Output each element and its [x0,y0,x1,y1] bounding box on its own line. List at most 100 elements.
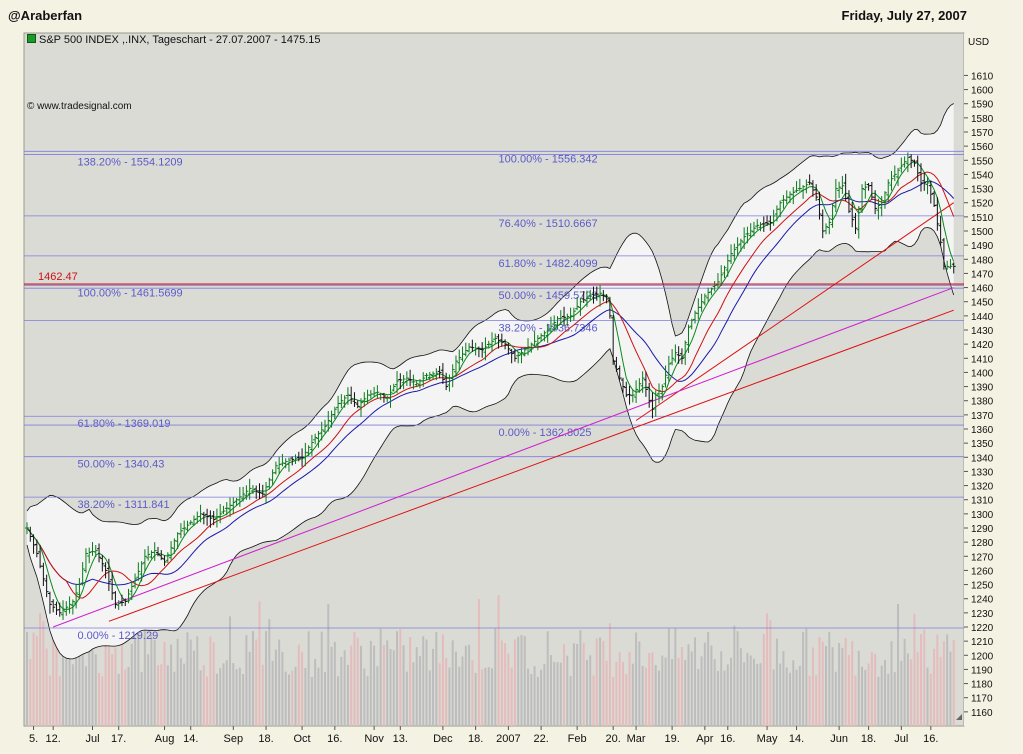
volume-bar [389,648,392,726]
x-tick-label: May [757,733,778,745]
price-bar [192,515,197,526]
trend-line [108,309,954,622]
price-bar [506,342,511,355]
price-bar [342,395,347,408]
price-bar [273,461,278,475]
volume-bar [723,670,726,726]
price-bar [902,156,907,168]
price-bar [941,237,946,270]
price-bar [126,588,131,604]
x-tick-label: 5. [29,733,38,745]
volume-bar [229,616,232,726]
price-bar [119,594,124,607]
price-bar [905,152,910,173]
volume-bar [52,631,55,726]
price-bar [483,337,488,361]
price-bar [404,371,409,387]
price-bar [650,392,655,419]
author-label: @Araberfan [8,8,83,23]
volume-bar [612,676,615,726]
price-bar [512,349,517,362]
fib-label: 50.00% - 1340.43 [77,459,164,471]
volume-bar [78,630,81,726]
price-bar [938,216,943,246]
volume-bar [435,632,438,726]
volume-bar [39,612,42,726]
y-tick-label: 1160 [971,708,993,719]
price-bar [152,542,157,561]
price-bar [833,179,838,213]
y-tick-label: 1230 [971,609,994,620]
volume-bar [356,637,359,726]
volume-bar [58,676,61,726]
y-tick-label: 1320 [971,482,994,493]
volume-bar [720,651,723,726]
price-bar [548,316,553,333]
volume-bar [297,644,300,726]
volume-bar [409,636,412,726]
price-bar [591,286,596,304]
volume-bar [949,651,952,726]
price-bar [928,180,933,204]
moving-averages [26,161,955,611]
price-bar [332,406,337,420]
price-bar [840,175,845,194]
price-bar [247,478,252,500]
volume-bar [464,645,467,726]
volume-bar [533,666,536,726]
price-bar [676,346,681,364]
volume-bar [386,640,389,726]
volume-bar [697,668,700,726]
price-bar [211,510,216,526]
price-bar [77,578,82,600]
volume-bar [350,645,353,726]
volume-bar [694,637,697,726]
volume-bar [507,653,510,726]
volume-bar [628,651,631,726]
price-bar [896,167,901,187]
volume-bar [700,656,703,726]
volume-bar [396,631,399,726]
price-bar [892,165,897,182]
y-tick-label: 1500 [971,227,994,238]
volume-bar [222,663,225,726]
volume-bar [255,639,258,726]
price-bar [516,352,521,364]
volume-bar [625,674,628,726]
volume-bar [677,657,680,726]
price-bar [657,383,662,404]
volume-bar [55,640,58,726]
price-bar [309,434,314,456]
volume-bar [101,676,104,726]
volume-bar [327,604,330,726]
volume-bar [759,663,762,726]
volume-bar [392,650,395,726]
price-bar [326,410,331,432]
x-tick-label: Jul [85,733,99,745]
trend-lines [53,202,955,628]
volume-bar [897,603,900,726]
volume-bar [576,643,579,726]
fib-label: 138.20% - 1554.1209 [77,156,182,168]
volume-bar [186,632,189,726]
volume-bar [933,648,936,726]
volume-bar [402,645,405,726]
volume-bar [513,639,516,726]
volume-bar [553,661,556,726]
volume-bar [48,675,51,726]
volume-bar [91,650,94,726]
x-tick-label: Apr [696,733,713,745]
volume-bar [500,640,503,726]
volume-bar [857,650,860,726]
price-bar [889,171,894,191]
volume-bar [618,652,621,726]
price-bar [850,201,855,228]
y-tick-label: 1180 [971,680,993,691]
y-tick-label: 1580 [971,114,994,125]
price-bar [568,307,573,323]
volume-bar [176,638,179,726]
volume-bar [212,642,215,726]
price-bar [286,457,291,472]
y-tick-label: 1250 [971,581,994,592]
